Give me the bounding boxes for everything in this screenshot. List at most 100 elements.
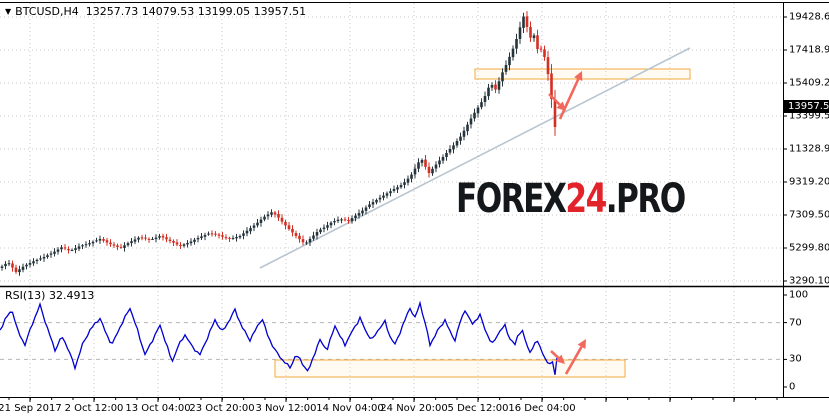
rsi-oversold-zone (274, 359, 626, 378)
candle-body (543, 49, 546, 58)
candle-body (102, 239, 105, 241)
candle-body (109, 242, 112, 245)
rsi-axis-label: 70 (789, 317, 802, 329)
candle-body (406, 178, 410, 183)
candle-body (382, 195, 385, 198)
candle-body (63, 247, 67, 249)
candle-body (263, 216, 266, 220)
candle-body (35, 259, 39, 261)
candle-body (371, 202, 375, 205)
candle-body (291, 228, 294, 233)
candle-body (119, 246, 123, 248)
time-axis-label: 2 Oct 12:00 (64, 403, 124, 414)
candle-body (375, 199, 378, 203)
candle-body (322, 227, 326, 230)
signal-arrow (548, 93, 561, 106)
time-axis-label: 13 Oct 04:00 (125, 403, 191, 414)
signal-arrow-head (574, 71, 583, 82)
price-axis-label: 13399.50 (789, 110, 829, 122)
candle-body (42, 257, 46, 259)
candle-body (151, 238, 154, 240)
candle-body (284, 221, 287, 226)
candle-body (525, 16, 529, 28)
time-axis-label: 24 Nov 20:00 (380, 403, 448, 414)
signal-arrow-head (555, 354, 565, 364)
rsi-indicator-label: RSI(13) 32.4913 (5, 289, 95, 302)
candle-body (228, 237, 231, 239)
watermark-forex: FOREX (456, 176, 567, 222)
candle-body (74, 248, 77, 250)
candle-body (53, 251, 56, 254)
price-axis-label: 5299.80 (789, 242, 829, 254)
candle-body (459, 136, 462, 141)
candle-body (431, 168, 434, 174)
candle-body (116, 245, 119, 247)
candle-body (529, 26, 532, 38)
candle-body (28, 262, 32, 265)
expand-triangle-icon[interactable]: ▼ (5, 6, 12, 16)
candle-body (280, 217, 284, 222)
candle-body (126, 243, 130, 246)
rsi-axis-label: 100 (789, 289, 809, 301)
candle-body (7, 263, 11, 265)
candle-body (417, 162, 420, 169)
candle-body (130, 241, 133, 244)
candle-body (137, 237, 140, 240)
time-axis-label: 5 Dec 12:00 (447, 403, 509, 414)
candle-body (179, 244, 182, 246)
candle-body (501, 72, 504, 82)
candle-body (4, 263, 7, 267)
candle-body (123, 245, 126, 248)
candle-body (522, 16, 525, 28)
candle-body (182, 244, 186, 246)
candle-body (186, 243, 189, 245)
candle-body (287, 225, 291, 229)
watermark-24: 24 (565, 176, 607, 222)
candle-body (49, 253, 53, 255)
resistance-zone (474, 68, 691, 80)
candle-body (378, 197, 382, 200)
candle-body (56, 249, 60, 252)
candle-body (319, 229, 322, 233)
candle-body (133, 239, 137, 242)
candle-body (81, 245, 84, 247)
candle-body (476, 107, 480, 114)
candle-body (189, 241, 193, 244)
candle-body (11, 263, 14, 268)
time-axis-label: 21 Sep 2017 (0, 403, 62, 414)
candle-body (91, 241, 95, 244)
candle-body (392, 189, 396, 191)
ohlc-text: BTCUSD,H4 13257.73 14079.53 13199.05 139… (15, 5, 307, 18)
candle-body (494, 84, 497, 90)
candle-body (32, 261, 35, 264)
price-axis-label: 9319.20 (789, 176, 829, 188)
candle-body (326, 225, 329, 228)
candle-body (266, 214, 270, 217)
rsi-axis-label: 30 (789, 353, 802, 365)
candle-body (245, 230, 249, 234)
candle-body (214, 233, 217, 235)
candle-body (305, 242, 308, 244)
candle-body (452, 145, 455, 150)
candle-body (354, 215, 357, 219)
trendline (259, 47, 691, 269)
candle-body (515, 39, 518, 49)
candle-body (238, 235, 242, 238)
candle-body (172, 240, 175, 243)
candle-body (39, 258, 42, 260)
candle-body (315, 231, 319, 236)
candle-body (508, 56, 511, 66)
candle-body (21, 266, 25, 270)
candle-body (242, 233, 245, 236)
candle-body (158, 236, 161, 238)
candle-body (466, 124, 469, 132)
candle-body (497, 81, 501, 90)
forex24pro-watermark: FOREX24.PRO (456, 176, 686, 222)
candle-body (518, 27, 522, 39)
candle-body (144, 237, 147, 239)
candle-body (270, 212, 273, 215)
candle-body (424, 159, 427, 167)
candle-body (350, 218, 354, 222)
candle-body (231, 238, 235, 240)
